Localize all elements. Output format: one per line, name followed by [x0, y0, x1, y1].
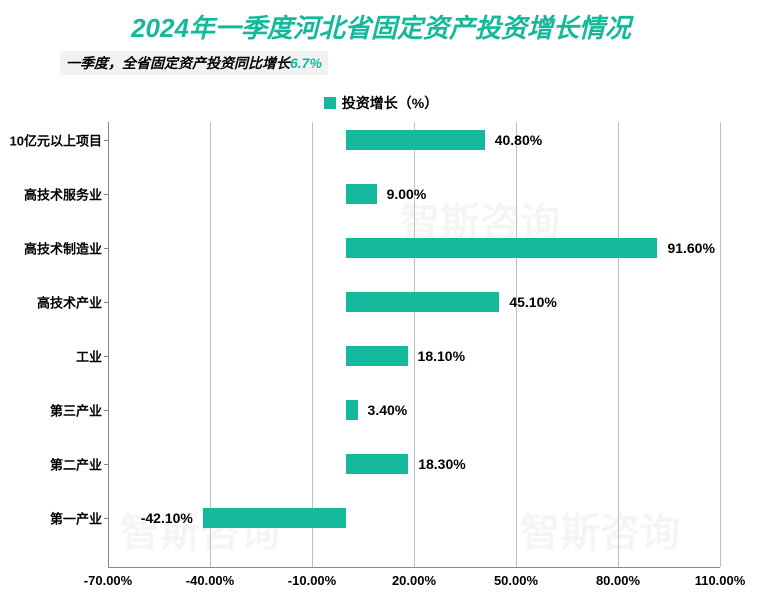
category-label: 高技术产业 — [0, 293, 102, 312]
y-tick — [104, 302, 108, 303]
x-axis — [108, 567, 720, 568]
subtitle-prefix: 一季度，全省固定资产投资同比增长 — [66, 55, 290, 71]
x-tick-label: 20.00% — [392, 573, 436, 588]
category-label: 工业 — [0, 347, 102, 366]
value-label: 18.10% — [418, 348, 465, 364]
x-tick-label: -40.00% — [186, 573, 234, 588]
bar — [346, 292, 499, 312]
gridline — [720, 122, 721, 567]
bar — [346, 400, 358, 420]
gridline — [312, 122, 313, 567]
y-tick — [104, 140, 108, 141]
value-label: -42.10% — [141, 510, 193, 526]
category-label: 高技术制造业 — [0, 239, 102, 258]
value-label: 45.10% — [509, 294, 556, 310]
value-label: 18.30% — [418, 456, 465, 472]
x-tick-label: -70.00% — [84, 573, 132, 588]
bar-chart: -70.00%-40.00%-10.00%20.00%50.00%80.00%1… — [0, 122, 762, 567]
value-label: 40.80% — [495, 132, 542, 148]
x-tick-label: 110.00% — [695, 573, 746, 588]
y-axis — [108, 122, 109, 567]
y-tick — [104, 518, 108, 519]
y-tick — [104, 194, 108, 195]
gridline — [618, 122, 619, 567]
plot-area: -70.00%-40.00%-10.00%20.00%50.00%80.00%1… — [0, 122, 762, 567]
chart-subtitle: 一季度，全省固定资产投资同比增长6.7% — [60, 51, 328, 75]
bar — [346, 184, 377, 204]
x-tick-label: 50.00% — [494, 573, 538, 588]
bar — [346, 238, 657, 258]
legend-swatch — [324, 97, 336, 109]
x-tick-label: 80.00% — [596, 573, 640, 588]
chart-title: 2024年一季度河北省固定资产投资增长情况 — [0, 0, 762, 45]
y-tick — [104, 410, 108, 411]
value-label: 9.00% — [387, 186, 427, 202]
bar — [346, 454, 408, 474]
value-label: 91.60% — [667, 240, 714, 256]
bar — [346, 130, 485, 150]
category-label: 第一产业 — [0, 509, 102, 528]
category-label: 高技术服务业 — [0, 185, 102, 204]
gridline — [210, 122, 211, 567]
bar — [203, 508, 346, 528]
x-tick-label: -10.00% — [288, 573, 336, 588]
gridline — [516, 122, 517, 567]
bar — [346, 346, 408, 366]
subtitle-highlight: 6.7% — [290, 55, 322, 71]
y-tick — [104, 248, 108, 249]
legend: 投资增长（%） — [0, 93, 762, 113]
value-label: 3.40% — [368, 402, 408, 418]
category-label: 10亿元以上项目 — [0, 131, 102, 150]
y-tick — [104, 464, 108, 465]
category-label: 第三产业 — [0, 401, 102, 420]
y-tick — [104, 356, 108, 357]
legend-label: 投资增长（%） — [342, 95, 438, 111]
category-label: 第二产业 — [0, 455, 102, 474]
